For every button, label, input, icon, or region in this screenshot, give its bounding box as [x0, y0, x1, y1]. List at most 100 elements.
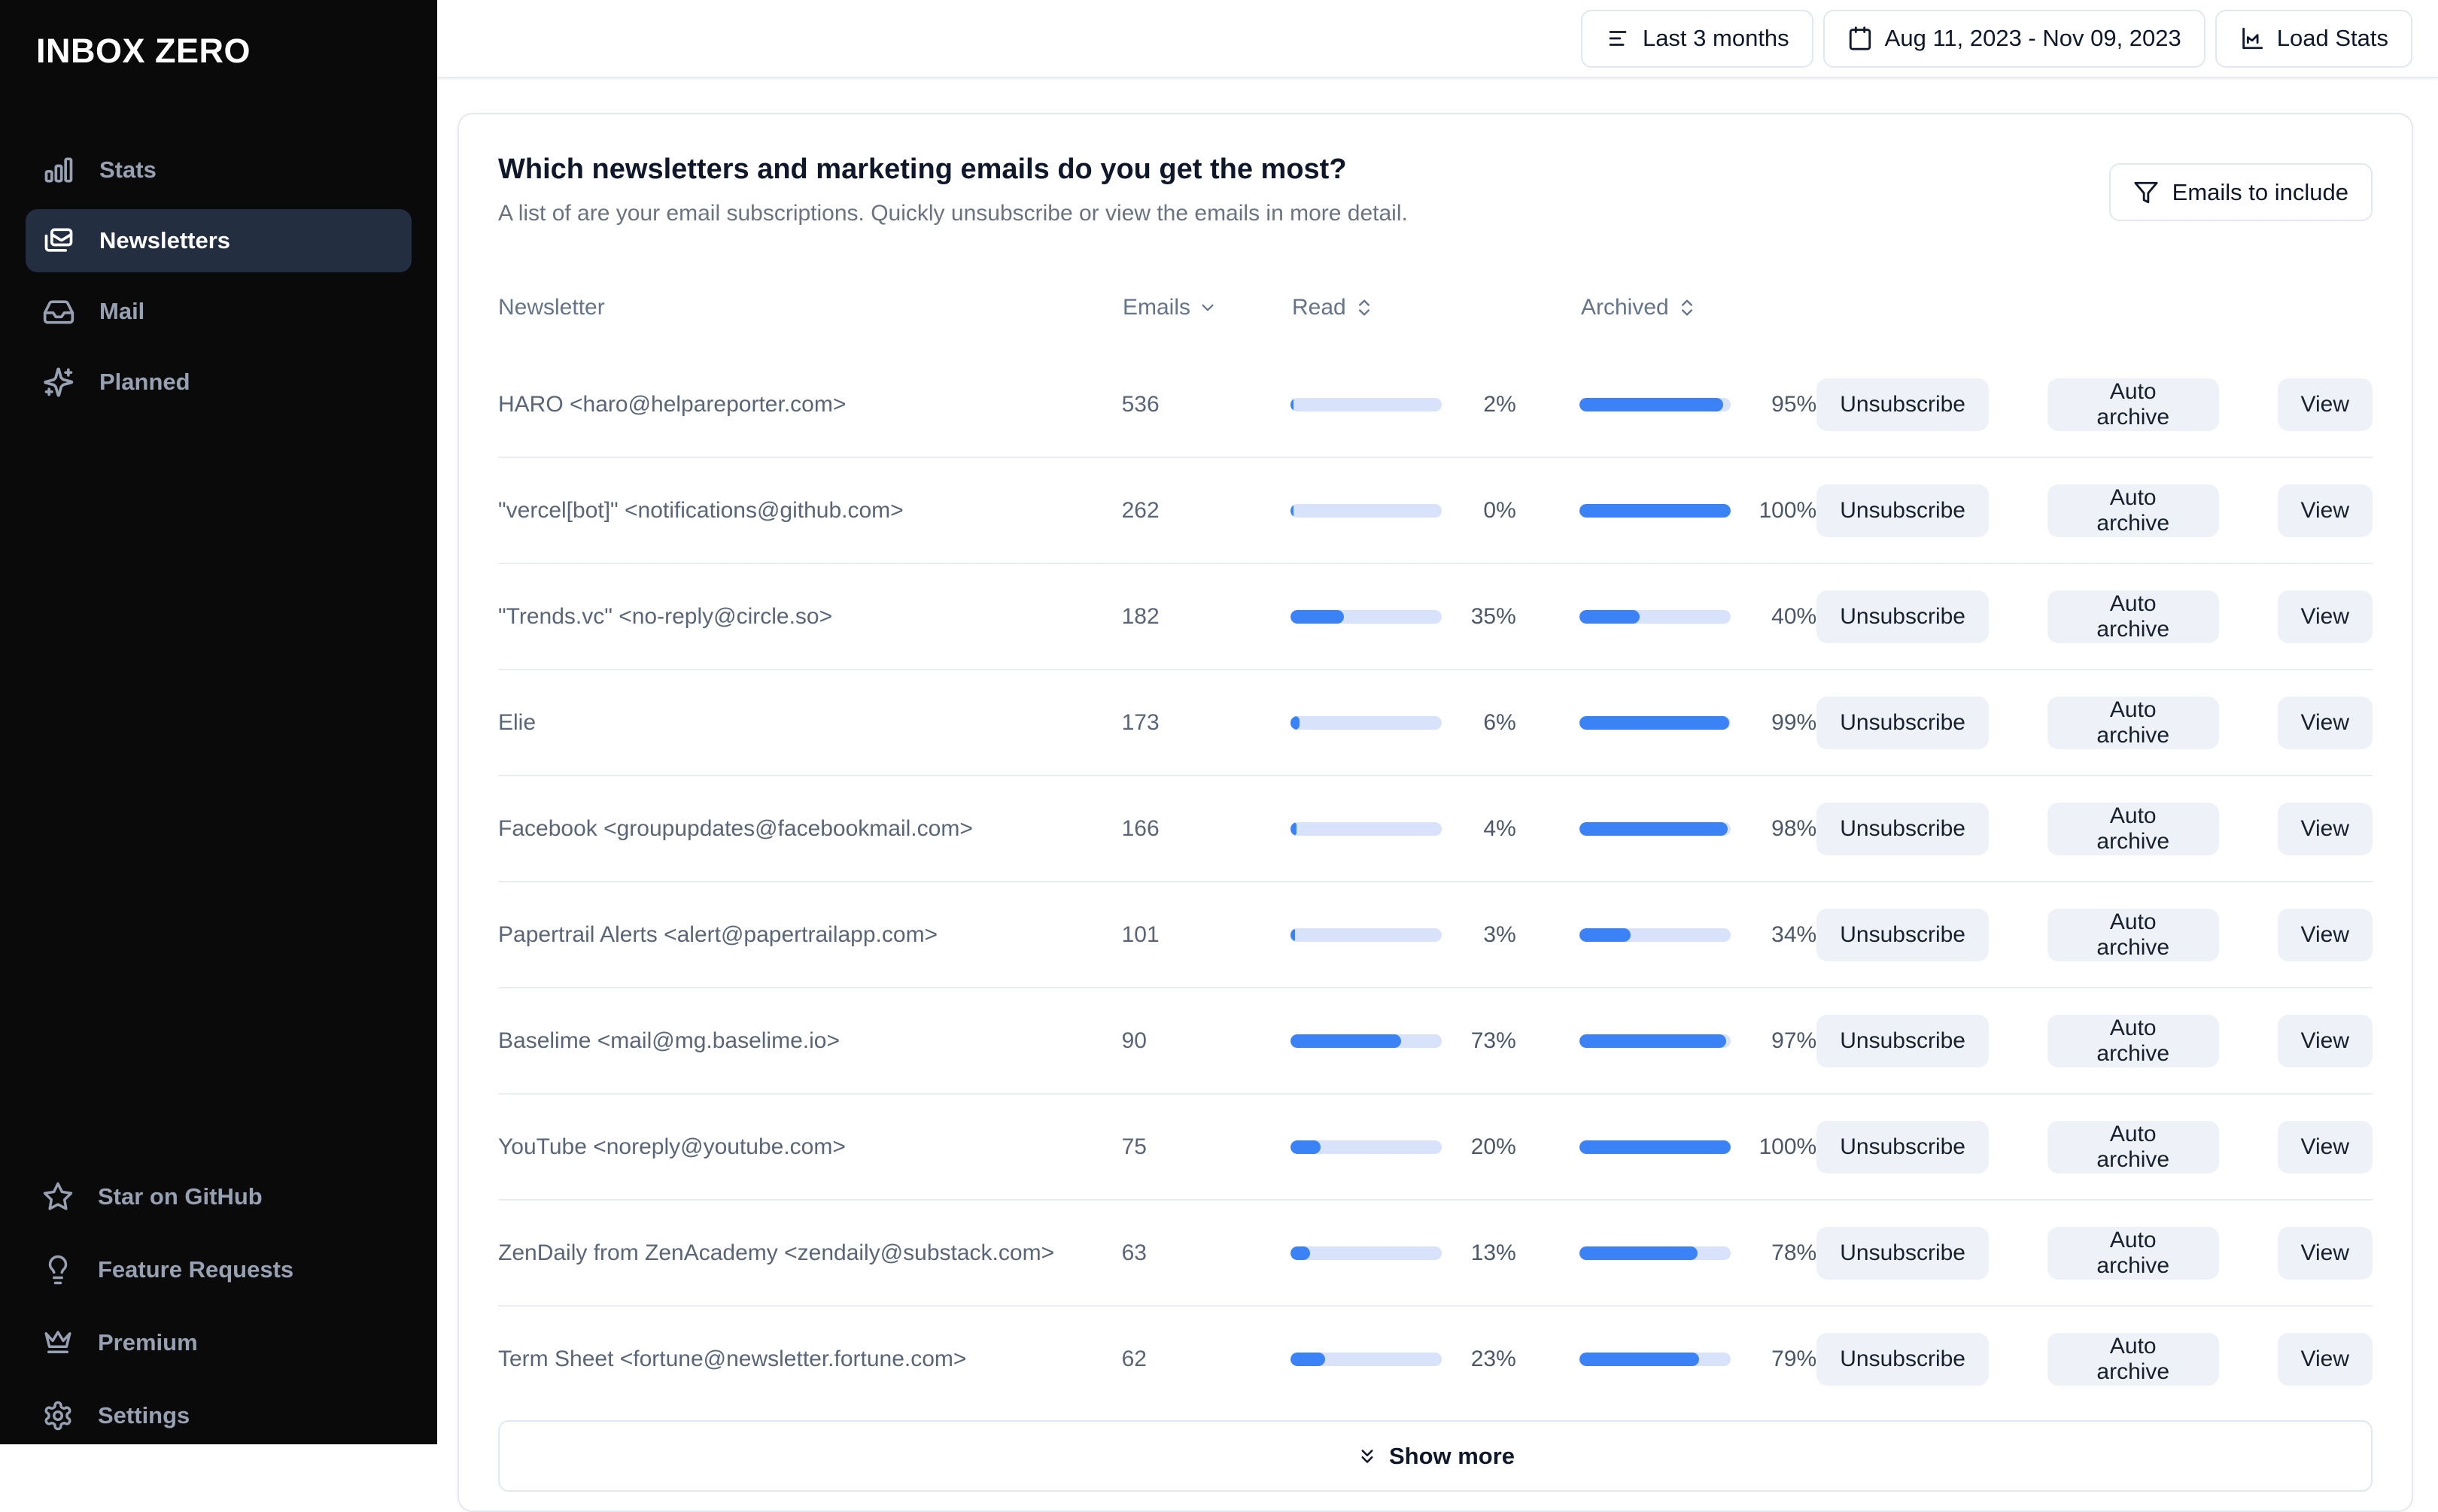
sidebar-item-feature-requests[interactable]: Feature Requests [26, 1238, 412, 1301]
newsletter-name: Term Sheet <fortune@newsletter.fortune.c… [498, 1346, 967, 1371]
newsletter-name: YouTube <noreply@youtube.com> [498, 1134, 846, 1159]
archived-progress-bar [1579, 1246, 1731, 1260]
sidebar-item-star-on-github[interactable]: Star on GitHub [26, 1165, 412, 1228]
view-button[interactable]: View [2277, 1120, 2373, 1173]
archived-progress-bar [1579, 1140, 1731, 1154]
newsletter-name: "Trends.vc" <no-reply@circle.so> [498, 603, 833, 629]
archived-percent: 79% [1771, 1346, 1817, 1371]
archived-progress-bar [1579, 928, 1731, 942]
view-button[interactable]: View [2277, 1014, 2373, 1067]
view-button[interactable]: View [2277, 696, 2373, 749]
table-row: "Trends.vc" <no-reply@circle.so> 182 35%… [498, 564, 2373, 670]
read-progress-bar [1290, 715, 1442, 730]
unsubscribe-button[interactable]: Unsubscribe [1816, 1014, 1989, 1067]
unsubscribe-button[interactable]: Unsubscribe [1816, 1120, 1989, 1173]
show-more-button[interactable]: Show more [498, 1420, 2373, 1492]
newsletter-name: Facebook <groupupdates@facebookmail.com> [498, 815, 973, 841]
view-button[interactable]: View [2277, 908, 2373, 961]
sparkles-icon [42, 366, 75, 399]
sidebar-item-settings[interactable]: Settings [26, 1384, 412, 1447]
sidebar-item-label: Feature Requests [98, 1256, 294, 1283]
emails-to-include-label: Emails to include [2172, 178, 2348, 205]
read-percent: 23% [1470, 1346, 1516, 1371]
date-range-preset-button[interactable]: Last 3 months [1580, 9, 1813, 68]
auto-archive-button[interactable]: Auto archive [2047, 378, 2219, 431]
newsletter-name: Baselime <mail@mg.baselime.io> [498, 1028, 840, 1053]
sidebar-item-label: Newsletters [99, 227, 231, 254]
auto-archive-button[interactable]: Auto archive [2047, 802, 2219, 855]
auto-archive-button[interactable]: Auto archive [2047, 1120, 2219, 1173]
sidebar-item-premium[interactable]: Premium [26, 1311, 412, 1374]
show-more-label: Show more [1388, 1442, 1515, 1469]
view-button[interactable]: View [2277, 1332, 2373, 1386]
auto-archive-button[interactable]: Auto archive [2047, 908, 2219, 961]
archived-progress-bar [1579, 1352, 1731, 1366]
filter-lines-icon [1605, 26, 1631, 51]
unsubscribe-button[interactable]: Unsubscribe [1816, 908, 1989, 961]
archived-percent: 99% [1771, 709, 1817, 735]
auto-archive-button[interactable]: Auto archive [2047, 1332, 2219, 1386]
auto-archive-button[interactable]: Auto archive [2047, 484, 2219, 537]
unsubscribe-button[interactable]: Unsubscribe [1816, 1226, 1989, 1280]
read-progress-bar [1290, 1140, 1442, 1154]
email-count: 173 [1121, 709, 1160, 735]
view-button[interactable]: View [2277, 590, 2373, 643]
read-percent: 4% [1483, 815, 1516, 841]
read-progress-bar [1290, 397, 1442, 411]
sidebar-nav: Stats Newsletters Mail Planned [26, 138, 412, 421]
unsubscribe-button[interactable]: Unsubscribe [1816, 696, 1989, 749]
auto-archive-button[interactable]: Auto archive [2047, 1226, 2219, 1280]
column-header-emails[interactable]: Emails [1123, 295, 1292, 320]
auto-archive-button[interactable]: Auto archive [2047, 1014, 2219, 1067]
bar-chart-icon [42, 153, 75, 187]
view-button[interactable]: View [2277, 378, 2373, 431]
sidebar-item-label: Premium [98, 1329, 198, 1356]
archived-progress-bar [1579, 609, 1731, 624]
archived-percent: 40% [1771, 603, 1817, 629]
star-icon [42, 1181, 74, 1213]
load-stats-button[interactable]: Load Stats [2215, 9, 2412, 68]
auto-archive-button[interactable]: Auto archive [2047, 696, 2219, 749]
unsubscribe-button[interactable]: Unsubscribe [1816, 1332, 1989, 1386]
unsubscribe-button[interactable]: Unsubscribe [1816, 378, 1989, 431]
unsubscribe-button[interactable]: Unsubscribe [1816, 590, 1989, 643]
unsubscribe-button[interactable]: Unsubscribe [1816, 802, 1989, 855]
column-header-read[interactable]: Read [1292, 295, 1518, 320]
table-row: HARO <haro@helpareporter.com> 536 2% 95%… [498, 352, 2373, 458]
table-row: "vercel[bot]" <notifications@github.com>… [498, 458, 2373, 564]
sidebar-item-newsletters[interactable]: Newsletters [26, 209, 412, 272]
read-progress-bar [1290, 821, 1442, 836]
email-count: 63 [1121, 1240, 1147, 1265]
date-range-picker-button[interactable]: Aug 11, 2023 - Nov 09, 2023 [1822, 9, 2205, 68]
email-count: 166 [1121, 815, 1160, 841]
sidebar-item-label: Planned [99, 369, 190, 395]
read-percent: 73% [1470, 1028, 1516, 1053]
archived-percent: 98% [1771, 815, 1817, 841]
page-subtitle: A list of are your email subscriptions. … [498, 201, 1408, 226]
chevron-down-icon [1198, 298, 1217, 317]
auto-archive-button[interactable]: Auto archive [2047, 590, 2219, 643]
view-button[interactable]: View [2277, 1226, 2373, 1280]
sidebar-item-label: Settings [98, 1402, 190, 1429]
email-count: 75 [1121, 1134, 1147, 1159]
unsubscribe-button[interactable]: Unsubscribe [1816, 484, 1989, 537]
date-range-label: Aug 11, 2023 - Nov 09, 2023 [1884, 25, 2181, 51]
sidebar: INBOX ZERO Stats Newsletters Mail Planne… [0, 0, 437, 1444]
table-row: ZenDaily from ZenAcademy <zendaily@subst… [498, 1201, 2373, 1307]
sidebar-item-label: Mail [99, 298, 145, 324]
emails-to-include-button[interactable]: Emails to include [2108, 163, 2373, 221]
view-button[interactable]: View [2277, 484, 2373, 537]
sidebar-item-stats[interactable]: Stats [26, 138, 412, 202]
newsletters-card: Which newsletters and marketing emails d… [458, 113, 2413, 1512]
column-header-archived[interactable]: Archived [1581, 295, 1819, 320]
archived-percent: 100% [1759, 497, 1817, 523]
mails-icon [42, 224, 75, 257]
sidebar-footer: Star on GitHub Feature Requests Premium … [26, 1165, 412, 1457]
sidebar-item-mail[interactable]: Mail [26, 280, 412, 343]
read-percent: 35% [1470, 603, 1516, 629]
read-percent: 0% [1483, 497, 1516, 523]
archived-progress-bar [1579, 397, 1731, 411]
view-button[interactable]: View [2277, 802, 2373, 855]
chart-icon [2239, 26, 2265, 51]
sidebar-item-planned[interactable]: Planned [26, 351, 412, 414]
